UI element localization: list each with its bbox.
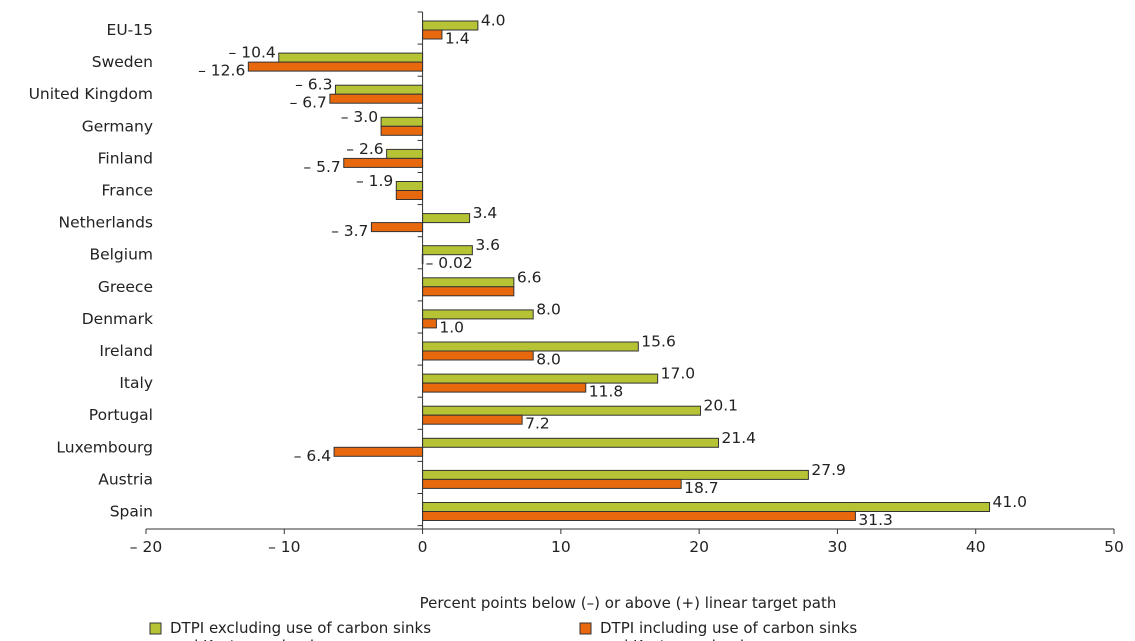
category-label: Netherlands bbox=[59, 214, 153, 232]
category-labels: EU-15 Sweden United Kingdom Germany Finland F… bbox=[29, 21, 153, 521]
legend-swatch bbox=[579, 622, 592, 635]
value-label: – 6.3 bbox=[295, 76, 332, 94]
value-label: 17.0 bbox=[661, 365, 696, 383]
value-label: – 5.7 bbox=[303, 158, 340, 176]
value-label: 31.3 bbox=[858, 511, 893, 529]
value-label: – 1.9 bbox=[356, 172, 393, 190]
bar bbox=[422, 29, 443, 40]
category-label: Greece bbox=[98, 278, 153, 296]
value-label: 1.0 bbox=[439, 318, 464, 336]
value-label: – 12.6 bbox=[198, 62, 245, 80]
bar bbox=[422, 277, 515, 288]
bar bbox=[422, 341, 639, 352]
legend-label: and Kyoto mechanisms bbox=[170, 637, 345, 641]
bar bbox=[395, 181, 424, 191]
value-label: 11.8 bbox=[589, 383, 624, 401]
category-label: Germany bbox=[82, 117, 153, 135]
legend-label: and Kyoto mechanisms bbox=[600, 637, 775, 641]
x-tick-label: 50 bbox=[1104, 538, 1124, 556]
bar bbox=[329, 93, 424, 104]
bar bbox=[422, 437, 720, 448]
category-label: Spain bbox=[110, 503, 153, 521]
bar bbox=[422, 382, 587, 393]
value-label: 4.0 bbox=[481, 12, 506, 30]
x-tick-label: – 20 bbox=[130, 538, 162, 556]
category-label: Sweden bbox=[92, 53, 153, 71]
bar bbox=[422, 502, 991, 512]
legend-label: DTPI excluding use of carbon sinks bbox=[170, 619, 431, 637]
category-label: EU-15 bbox=[107, 21, 153, 39]
value-label: 18.7 bbox=[684, 479, 719, 497]
value-label: – 0.02 bbox=[426, 254, 473, 272]
bar bbox=[422, 318, 437, 329]
bar bbox=[380, 116, 424, 127]
value-label: 27.9 bbox=[811, 461, 846, 479]
bars bbox=[247, 20, 991, 521]
category-label: France bbox=[101, 182, 153, 200]
x-tick-label: 40 bbox=[966, 538, 986, 556]
x-tick-label: 20 bbox=[689, 538, 709, 556]
bar bbox=[395, 190, 424, 200]
category-label: Finland bbox=[98, 149, 153, 167]
value-label: – 3.7 bbox=[331, 222, 368, 240]
value-labels: 4.0 1.4 – 10.4– 12.6 – 6.3– 6.7 – 3.0 – 2.6 – … bbox=[198, 12, 1027, 530]
category-label: Portugal bbox=[89, 406, 153, 424]
value-label: 3.4 bbox=[473, 204, 498, 222]
x-tick-label: 30 bbox=[828, 538, 848, 556]
category-label: Luxembourg bbox=[56, 438, 153, 456]
legend-swatch bbox=[149, 622, 162, 635]
value-label: 3.6 bbox=[475, 236, 500, 254]
bar bbox=[386, 148, 424, 159]
value-label: 8.0 bbox=[536, 300, 561, 318]
bar bbox=[422, 405, 702, 416]
category-label: Belgium bbox=[89, 246, 153, 264]
bar bbox=[422, 286, 515, 297]
x-axis-title: Percent points below (–) or above (+) li… bbox=[420, 594, 837, 612]
bar bbox=[422, 511, 856, 521]
axes: – 20 – 10 0 10 20 30 40 50 bbox=[130, 11, 1124, 556]
bar bbox=[278, 52, 424, 63]
category-label: United Kingdom bbox=[29, 85, 153, 103]
bar bbox=[422, 414, 523, 425]
bar bbox=[370, 222, 424, 233]
bar bbox=[334, 84, 424, 95]
value-label: – 6.4 bbox=[294, 447, 331, 465]
category-label: Italy bbox=[119, 374, 153, 392]
value-label: 7.2 bbox=[525, 415, 550, 433]
bar bbox=[422, 350, 534, 361]
bar bbox=[422, 469, 809, 480]
x-tick-label: 0 bbox=[418, 538, 428, 556]
bar bbox=[380, 125, 424, 136]
value-label: 1.4 bbox=[445, 30, 470, 48]
value-label: – 3.0 bbox=[341, 108, 378, 126]
value-label: 41.0 bbox=[993, 493, 1028, 511]
category-label: Ireland bbox=[99, 342, 153, 360]
bar bbox=[333, 446, 424, 457]
value-label: 15.6 bbox=[641, 333, 676, 351]
bar bbox=[247, 61, 424, 72]
value-label: 20.1 bbox=[704, 397, 739, 415]
legend: DTPI excluding use of carbon sinksand Ky… bbox=[149, 619, 857, 641]
legend-label: DTPI including use of carbon sinks bbox=[600, 619, 857, 637]
bar bbox=[343, 157, 424, 168]
x-tick-label: – 10 bbox=[268, 538, 300, 556]
value-label: 8.0 bbox=[536, 351, 561, 369]
value-label: – 6.7 bbox=[290, 94, 327, 112]
value-label: – 10.4 bbox=[229, 44, 276, 62]
bar bbox=[422, 478, 682, 489]
category-label: Denmark bbox=[82, 310, 153, 328]
value-label: – 2.6 bbox=[346, 140, 383, 158]
value-label: 6.6 bbox=[517, 268, 542, 286]
x-tick-label: 10 bbox=[551, 538, 571, 556]
bar bbox=[422, 213, 471, 224]
category-label: Austria bbox=[98, 470, 153, 488]
value-label: 21.4 bbox=[722, 429, 757, 447]
